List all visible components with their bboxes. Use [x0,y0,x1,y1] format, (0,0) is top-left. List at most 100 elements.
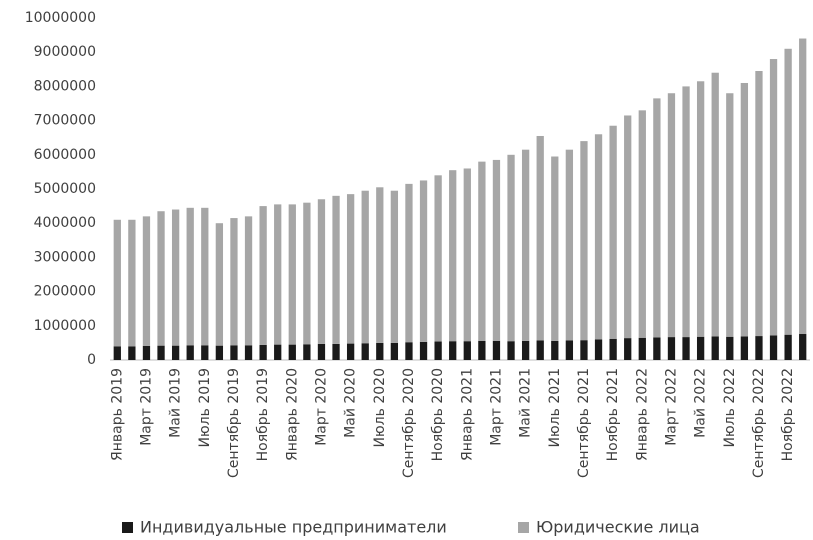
bar-segment [653,337,661,360]
bar-segment [740,336,749,360]
bar-segment [186,345,194,360]
bar-segment [419,341,428,360]
bar-segment [799,334,807,360]
bar-segment [769,59,778,336]
bar-segment [332,343,340,360]
x-tick-label: Январь 2022 [634,368,650,461]
bar-segment [230,345,238,360]
bar-segment [303,344,311,360]
x-tick-label: Сентябрь 2022 [751,368,767,478]
x-tick-label: Январь 2020 [284,368,300,461]
x-tick-label: Май 2019 [168,368,184,438]
bar-segment [463,168,471,342]
bar-segment [142,345,151,360]
bar-segment [667,337,676,360]
bar-segment [492,340,501,360]
x-tick-label: Май 2020 [343,368,359,438]
bar-segment [303,202,311,345]
bar-segment [376,187,384,343]
bar-segment [434,341,442,360]
legend-swatch [518,522,529,533]
bar-segment [230,218,238,346]
bar-segment [259,206,267,345]
x-tick-label: Март 2020 [313,368,329,446]
bar-segment [784,334,792,360]
legend-label: Юридические лица [536,518,700,537]
bar-segment [653,98,661,338]
bar-segment [492,159,501,341]
bar-segment [449,170,457,342]
bar-segment [142,216,151,346]
legend-label: Индивидуальные предприниматели [140,518,447,537]
y-tick-label: 1000000 [34,318,96,334]
bar-segment [128,219,136,347]
bar-segment [157,211,165,346]
bar-segment [244,345,253,360]
x-tick-label: Июль 2022 [722,368,738,448]
bar-segment [638,337,646,360]
bar-segment [449,341,457,360]
bar-segment [274,204,282,345]
bar-segment [580,340,588,360]
bar-segment [186,207,194,346]
bar-segment [784,48,792,335]
y-tick-label: 8000000 [34,78,96,94]
bar-segment [551,156,559,341]
x-tick-label: Ноябрь 2019 [255,368,271,461]
legend-swatch [122,522,133,533]
bar-segment [638,110,646,338]
x-tick-label: Март 2022 [663,368,679,446]
bar-segment [434,175,442,342]
bar-segment [521,340,530,360]
x-tick-label: Ноябрь 2020 [430,368,446,461]
bar-segment [288,204,296,345]
bar-segment [536,135,544,341]
bar-segment [317,199,326,344]
x-tick-label: Ноябрь 2021 [605,368,621,461]
bar-segment [624,115,632,339]
bar-segment [667,93,676,338]
x-tick-label: Март 2021 [488,368,504,446]
bar-segment [711,72,719,337]
x-tick-label: Январь 2019 [109,368,125,461]
bar-segment [580,141,588,341]
y-tick-label: 10000000 [25,10,96,26]
bar-segment [711,336,719,360]
bar-segment [726,93,734,337]
bar-segment [346,343,355,360]
bar-segment [113,219,121,347]
bar-segment [215,345,224,360]
bar-segment [376,342,384,360]
bar-segment [594,134,603,340]
bar-segment [755,336,763,360]
bar-segment [726,336,734,360]
bar-segment [317,343,326,360]
x-tick-label: Сентябрь 2020 [401,368,417,478]
y-tick-label: 5000000 [34,181,96,197]
y-tick-label: 6000000 [34,147,96,163]
x-tick-label: Июль 2020 [372,368,388,448]
y-tick-label: 7000000 [34,113,96,129]
x-tick-label: Сентябрь 2021 [576,368,592,478]
bar-segment [171,209,180,346]
bar-segment [157,345,165,360]
bar-segment [128,346,136,360]
bar-segment [288,344,296,360]
y-tick-label: 4000000 [34,215,96,231]
y-tick-label: 0 [87,352,96,368]
bar-segment [478,340,486,360]
bar-segment [113,346,121,360]
y-tick-label: 9000000 [34,44,96,60]
x-tick-label: Июль 2021 [547,368,563,448]
bar-segment [696,336,705,360]
bar-segment [201,345,209,360]
x-tick-label: Январь 2021 [459,368,475,461]
bar-segment [609,125,617,339]
bar-segment [332,195,340,344]
bar-segment [624,338,632,360]
bar-segment [565,340,574,360]
bar-segment [507,154,515,342]
y-tick-label: 2000000 [34,284,96,300]
x-tick-label: Май 2021 [518,368,534,438]
bar-segment [478,161,486,341]
